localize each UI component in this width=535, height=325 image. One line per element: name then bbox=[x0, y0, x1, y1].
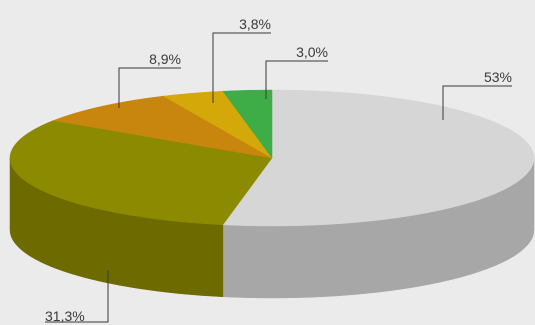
pie-tops bbox=[9, 89, 535, 227]
pie-slice-0 bbox=[222, 89, 535, 227]
pie-slice-2 bbox=[52, 95, 273, 159]
pie-slice-4 bbox=[222, 89, 273, 159]
leader-line-4 bbox=[265, 60, 328, 99]
slice-label-0: 53% bbox=[484, 69, 512, 85]
pie-slice-1 bbox=[9, 120, 273, 226]
leader-line-1 bbox=[45, 270, 109, 323]
leader-line-0 bbox=[442, 85, 512, 120]
pie-labels: 53% 31,3% 8,9% 3,8% 3,0% bbox=[45, 16, 512, 324]
slice-label-4: 3,0% bbox=[296, 44, 328, 60]
slice-label-3: 3,8% bbox=[239, 16, 271, 32]
leader-line-2 bbox=[118, 67, 181, 108]
slice-label-2: 8,9% bbox=[149, 51, 181, 67]
slice-label-1: 31,3% bbox=[45, 308, 85, 324]
leader-line-3 bbox=[212, 32, 271, 103]
